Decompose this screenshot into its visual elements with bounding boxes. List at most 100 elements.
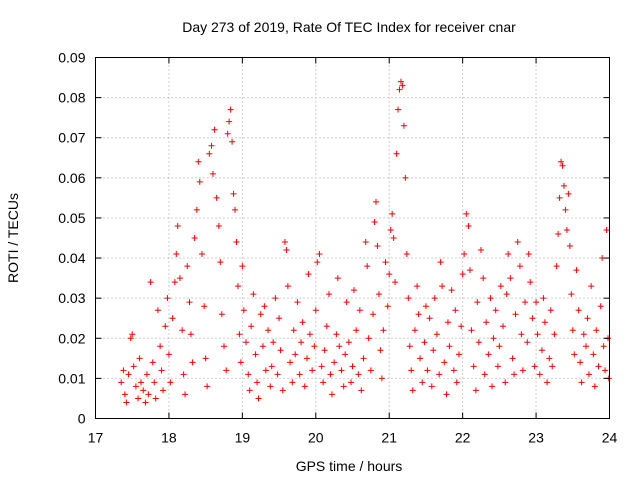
data-point [127, 335, 134, 342]
data-point [603, 226, 610, 233]
data-point [568, 291, 575, 298]
data-point [301, 383, 308, 390]
data-point [480, 275, 487, 282]
data-point [312, 307, 319, 314]
data-point [331, 359, 338, 366]
data-point [237, 359, 244, 366]
data-point [345, 339, 352, 346]
data-point [558, 158, 565, 165]
data-point [372, 198, 379, 205]
data-point [309, 367, 316, 374]
data-point [560, 182, 567, 189]
data-point [591, 383, 598, 390]
data-point [227, 106, 234, 113]
data-point [563, 226, 570, 233]
data-point [580, 331, 587, 338]
data-point [233, 239, 240, 246]
data-point [450, 367, 457, 374]
data-point [261, 303, 268, 310]
data-point [565, 190, 572, 197]
data-point [201, 303, 208, 310]
data-point [387, 226, 394, 233]
data-point [573, 267, 580, 274]
data-point [422, 303, 429, 310]
data-point [158, 367, 165, 374]
y-tick-label: 0.03 [58, 290, 85, 306]
data-point [355, 371, 362, 378]
data-point [132, 383, 139, 390]
data-point [516, 263, 523, 270]
x-tick-label: 20 [308, 430, 324, 446]
data-point [353, 327, 360, 334]
data-point [348, 379, 355, 386]
data-point [226, 118, 233, 125]
data-point [326, 291, 333, 298]
data-point [402, 174, 409, 181]
data-point [196, 178, 203, 185]
data-point [503, 291, 510, 298]
data-point [364, 263, 371, 270]
data-point [240, 307, 247, 314]
data-point [494, 363, 501, 370]
data-point [428, 383, 435, 390]
data-point [279, 387, 286, 394]
data-point [173, 251, 180, 258]
data-point [239, 263, 246, 270]
data-point [566, 243, 573, 250]
data-point [245, 371, 252, 378]
data-point [405, 295, 412, 302]
data-point [350, 287, 357, 294]
data-point [487, 295, 494, 302]
data-point [475, 339, 482, 346]
data-point [255, 395, 262, 402]
data-point [272, 295, 279, 302]
data-point [443, 391, 450, 398]
data-point [386, 271, 393, 278]
data-point [397, 78, 404, 85]
data-point [595, 363, 602, 370]
data-point [468, 327, 475, 334]
data-point [458, 323, 465, 330]
data-point [459, 271, 466, 278]
data-point [577, 359, 584, 366]
data-point [436, 371, 443, 378]
data-point [147, 279, 154, 286]
data-point [157, 343, 164, 350]
y-tick-label: 0.05 [58, 210, 85, 226]
x-tick-label: 18 [161, 430, 177, 446]
data-point [343, 299, 350, 306]
data-point [509, 355, 516, 362]
data-point [419, 379, 426, 386]
data-point [294, 299, 301, 306]
data-point [176, 275, 183, 282]
data-point [472, 387, 479, 394]
data-point [593, 327, 600, 334]
data-point [145, 391, 152, 398]
data-point [534, 331, 541, 338]
data-point [500, 323, 507, 330]
data-point [221, 343, 227, 350]
data-point [466, 267, 473, 274]
data-point [160, 387, 167, 394]
x-tick-label: 22 [455, 430, 471, 446]
data-point [602, 367, 609, 374]
y-tick-label: 0.09 [58, 50, 85, 66]
data-point [321, 347, 328, 354]
data-point [384, 303, 391, 310]
data-point [206, 150, 213, 157]
data-point [525, 251, 532, 258]
data-point [455, 351, 462, 358]
data-point [316, 251, 323, 258]
data-point [518, 331, 525, 338]
data-point [318, 363, 325, 370]
data-point [430, 347, 437, 354]
data-point [208, 142, 215, 149]
data-point [536, 371, 543, 378]
data-point [551, 331, 558, 338]
data-point [562, 206, 569, 213]
data-point [204, 383, 211, 390]
data-point [193, 206, 200, 213]
data-point [187, 331, 194, 338]
data-point [411, 327, 418, 334]
x-tick-label: 21 [381, 430, 397, 446]
